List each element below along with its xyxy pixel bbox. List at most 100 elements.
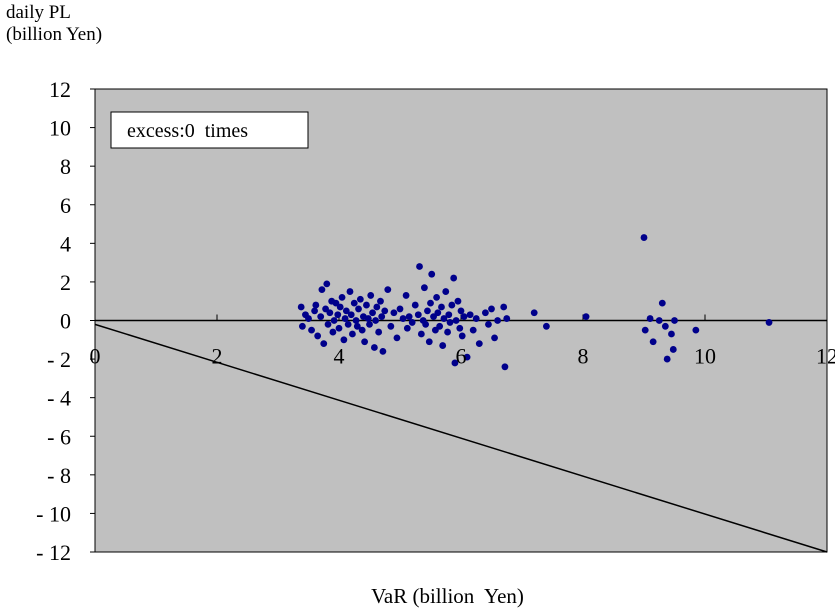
data-point [427,299,434,307]
data-point [336,303,344,311]
data-point [445,311,453,319]
data-point [317,313,325,321]
y-tick-label: 6 [60,193,71,218]
data-point [318,286,326,294]
data-point [421,284,428,292]
data-point [460,313,468,321]
x-tick-label: 6 [456,344,467,369]
data-point [308,326,315,334]
data-point [475,340,483,348]
data-point [403,324,411,332]
data-point [305,315,312,322]
data-point [641,326,649,334]
data-point [501,363,509,371]
data-point [299,322,306,330]
data-point [669,346,677,353]
x-tick-label: 10 [694,344,716,369]
y-tick-label: - 10 [36,501,71,526]
data-point [692,326,700,334]
data-point [366,320,373,328]
data-point [530,309,538,317]
data-point [355,305,362,313]
data-point [433,293,440,301]
data-point [452,317,460,324]
data-point [347,311,355,319]
x-axis-title: VaR (billion Yen) [371,584,524,608]
data-point [425,338,433,346]
data-point [393,334,401,342]
data-point [417,330,425,338]
data-point [361,338,369,346]
data-point [543,322,550,330]
data-point [671,317,678,324]
data-point [469,326,477,334]
y-tick-label: - 4 [47,386,71,411]
axis-layer [90,88,828,553]
annotation-layer: excess:0 times [110,111,309,149]
data-point [422,320,430,328]
data-point [424,307,431,315]
data-point [448,301,456,309]
data-point [320,340,328,348]
y-tick-label: 4 [60,231,71,256]
x-tick-label: 2 [212,344,223,369]
data-point [411,301,419,309]
annotation-box [110,111,309,149]
data-point [472,315,480,322]
data-point [450,274,458,282]
reference-line [94,323,828,553]
y-tick-label: 8 [60,154,71,179]
reference-line-layer [94,323,828,553]
data-point [329,328,337,336]
y-tick-label: - 8 [47,463,71,488]
data-point [350,299,358,307]
data-point [364,315,372,322]
data-point [373,303,381,311]
data-point [311,307,318,315]
tick-label-layer: 12 10 8 6 4 2 0 - 2 - 4 - 6 - 8 - 10 - 12 0 2 4 6 8 10 12 [36,77,835,565]
y-axis-title: daily PL (billion Yen) [6,2,102,46]
y-tick-label: - 2 [47,347,71,372]
y-tick-label: - 6 [47,424,71,449]
data-point [482,309,489,317]
data-point [446,319,454,326]
data-point [436,322,444,330]
data-point [655,317,663,324]
data-point [335,324,343,332]
data-point [344,320,352,328]
data-point [390,309,398,317]
data-point [334,311,342,319]
data-point [503,315,511,322]
data-point [346,288,354,295]
data-point [765,319,773,326]
data-point [358,326,366,334]
data-point [387,322,395,330]
annotation-text: excess:0 times [127,120,248,142]
data-point [402,292,410,299]
data-point [312,301,320,309]
data-point [663,355,671,363]
data-point [378,313,386,321]
data-point [668,330,675,338]
data-point [396,305,404,313]
data-point [342,307,350,315]
data-point [649,338,657,346]
data-point [416,263,423,270]
data-point [463,353,471,361]
data-point [494,317,501,324]
data-point [369,309,376,317]
data-point [405,313,413,321]
data-point [384,286,392,294]
data-point [661,322,669,330]
data-point [457,307,465,315]
data-point [658,299,666,307]
x-tick-label: 8 [578,344,589,369]
data-point [367,292,375,299]
data-point [500,303,508,311]
data-point [451,359,459,367]
data-point [438,303,445,311]
x-tick-label: 12 [816,344,835,369]
y-tick-label: - 12 [36,540,71,565]
data-point [341,315,349,322]
x-tick-label: 0 [90,344,101,369]
